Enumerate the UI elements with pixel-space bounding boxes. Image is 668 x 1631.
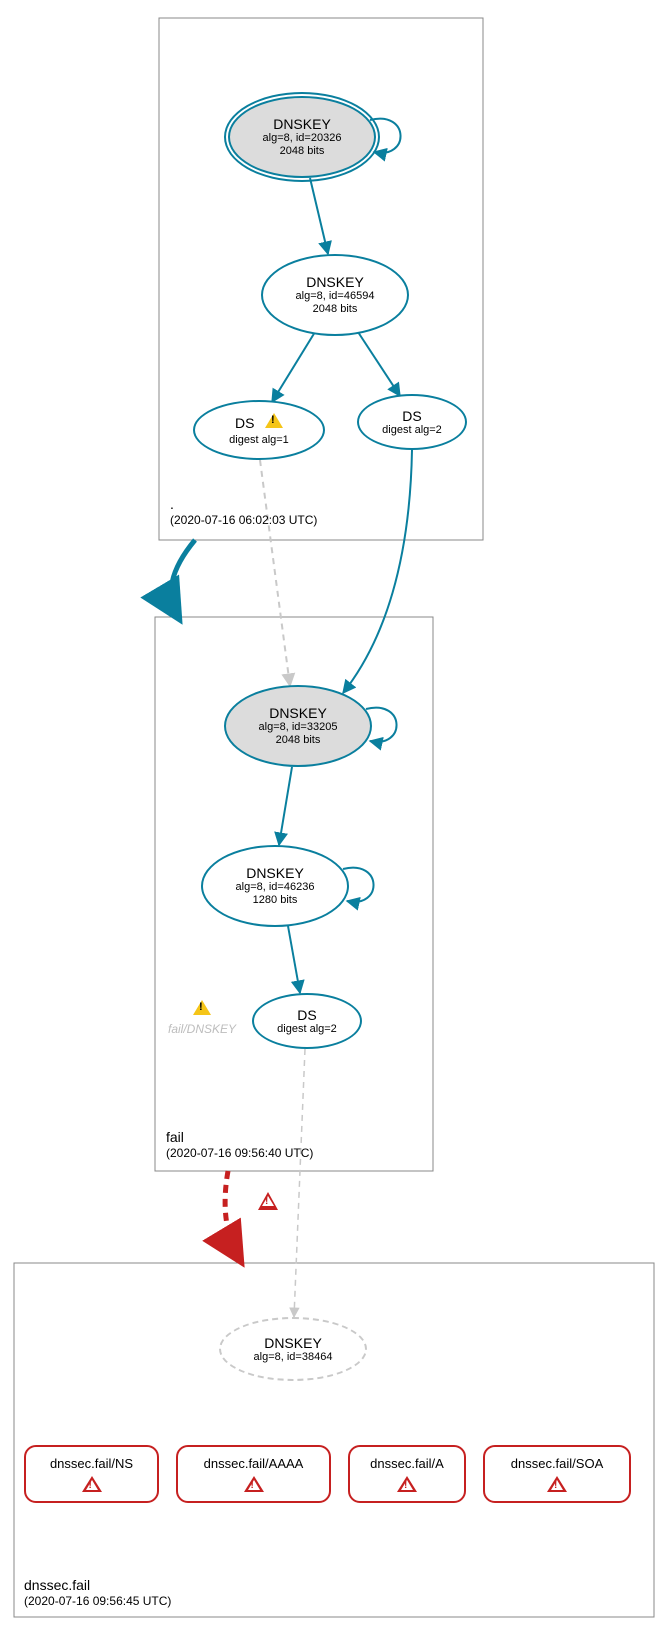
node-root-ksk-sub2: 2048 bits (280, 145, 325, 158)
node-fail-ksk-sub2: 2048 bits (276, 734, 321, 747)
node-fail-zsk-title: DNSKEY (246, 865, 304, 881)
record-soa[interactable]: dnssec.fail/SOA (483, 1445, 631, 1503)
zone-dnssec-box (14, 1263, 654, 1617)
node-root-ds1-titlewrap: DS (235, 413, 283, 433)
node-fail-zsk-sub1: alg=8, id=46236 (236, 881, 315, 894)
record-a[interactable]: dnssec.fail/A (348, 1445, 466, 1503)
record-aaaa[interactable]: dnssec.fail/AAAA (176, 1445, 331, 1503)
node-root-zsk-sub2: 2048 bits (313, 303, 358, 316)
node-dnssec-key[interactable]: DNSKEY alg=8, id=38464 (219, 1317, 367, 1381)
node-fail-ds[interactable]: DS digest alg=2 (252, 993, 362, 1049)
error-icon-delegation (258, 1192, 278, 1215)
node-root-ds1-sub1: digest alg=1 (229, 434, 289, 447)
edge-failds-dnsseckey (294, 1049, 305, 1317)
edge-ds1-failksk (260, 460, 290, 686)
record-ns-label: dnssec.fail/NS (50, 1456, 133, 1472)
node-fail-zsk-sub2: 1280 bits (253, 894, 298, 907)
node-fail-ksk[interactable]: DNSKEY alg=8, id=33205 2048 bits (224, 685, 372, 767)
ghost-fail-dnskey-label: fail/DNSKEY (168, 1022, 236, 1036)
error-icon (244, 1476, 264, 1492)
edge-fail-zsk-ds (288, 926, 300, 993)
node-root-ds2-sub1: digest alg=2 (382, 424, 442, 437)
warning-icon (193, 1000, 211, 1015)
node-fail-ksk-title: DNSKEY (269, 705, 327, 721)
node-fail-ksk-sub1: alg=8, id=33205 (259, 721, 338, 734)
zone-fail-name: fail (166, 1128, 313, 1146)
node-fail-ds-sub1: digest alg=2 (277, 1023, 337, 1036)
zone-dnssec-ts: (2020-07-16 09:56:45 UTC) (24, 1594, 171, 1610)
record-ns[interactable]: dnssec.fail/NS (24, 1445, 159, 1503)
node-fail-ds-title: DS (297, 1007, 316, 1023)
node-root-zsk-sub1: alg=8, id=46594 (296, 290, 375, 303)
edge-ds2-failksk (343, 450, 412, 693)
zone-fail-ts: (2020-07-16 09:56:40 UTC) (166, 1146, 313, 1162)
node-root-ksk-title: DNSKEY (273, 116, 331, 132)
node-root-zsk-title: DNSKEY (306, 274, 364, 290)
node-root-ds1-title: DS (235, 415, 254, 431)
node-root-ksk-sub1: alg=8, id=20326 (263, 132, 342, 145)
node-root-zsk[interactable]: DNSKEY alg=8, id=46594 2048 bits (261, 254, 409, 336)
edge-fail-ksk-zsk (279, 767, 292, 845)
zone-dnssec-name: dnssec.fail (24, 1576, 171, 1594)
edge-root-zsk-ds2 (358, 332, 400, 396)
error-icon (258, 1192, 278, 1210)
node-fail-zsk[interactable]: DNSKEY alg=8, id=46236 1280 bits (201, 845, 349, 927)
zone-root-label: . (2020-07-16 06:02:03 UTC) (170, 495, 317, 529)
error-icon (397, 1476, 417, 1492)
zone-root-name: . (170, 495, 317, 513)
node-root-ksk[interactable]: DNSKEY alg=8, id=20326 2048 bits (228, 96, 376, 178)
error-icon (547, 1476, 567, 1492)
record-aaaa-label: dnssec.fail/AAAA (204, 1456, 304, 1472)
zone-fail-label: fail (2020-07-16 09:56:40 UTC) (166, 1128, 313, 1162)
diagram-svg (0, 0, 668, 1631)
node-root-ds2[interactable]: DS digest alg=2 (357, 394, 467, 450)
edge-root-zsk-ds1 (272, 332, 315, 402)
zone-dnssec-label: dnssec.fail (2020-07-16 09:56:45 UTC) (24, 1576, 171, 1610)
node-dnssec-key-sub1: alg=8, id=38464 (254, 1351, 333, 1364)
edge-root-to-fail-zone (171, 540, 195, 617)
node-dnssec-key-title: DNSKEY (264, 1335, 322, 1351)
error-icon (82, 1476, 102, 1492)
node-root-ds2-title: DS (402, 408, 421, 424)
edge-fail-to-dnssec-zone (225, 1171, 240, 1260)
edge-root-ksk-zsk (310, 178, 328, 254)
record-soa-label: dnssec.fail/SOA (511, 1456, 604, 1472)
zone-root-ts: (2020-07-16 06:02:03 UTC) (170, 513, 317, 529)
record-a-label: dnssec.fail/A (370, 1456, 444, 1472)
warning-icon (265, 413, 283, 428)
ghost-fail-dnskey: fail/DNSKEY (168, 1000, 236, 1038)
node-root-ds1[interactable]: DS digest alg=1 (193, 400, 325, 460)
